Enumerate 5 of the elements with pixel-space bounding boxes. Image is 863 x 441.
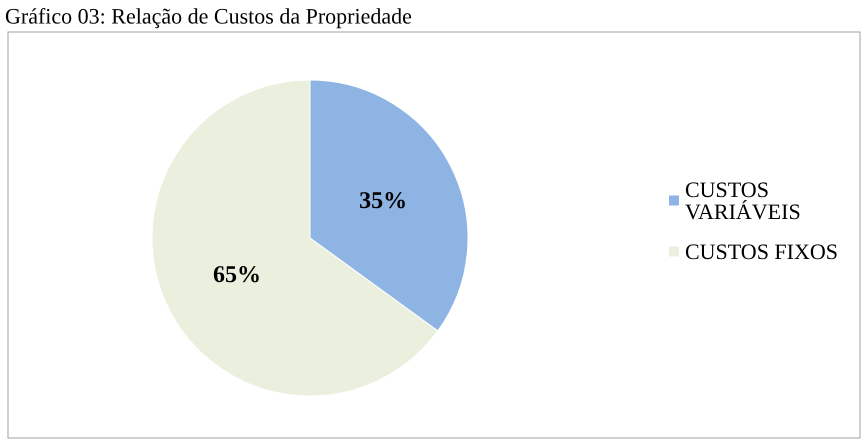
legend-label: CUSTOS VARIÁVEIS <box>684 177 801 224</box>
data-label: 65% <box>212 262 261 288</box>
chart-title: Gráfico 03: Relação de Custos da Propriedade <box>5 4 412 28</box>
legend-label: CUSTOS FIXOS <box>684 239 838 264</box>
data-label: 35% <box>359 188 408 214</box>
